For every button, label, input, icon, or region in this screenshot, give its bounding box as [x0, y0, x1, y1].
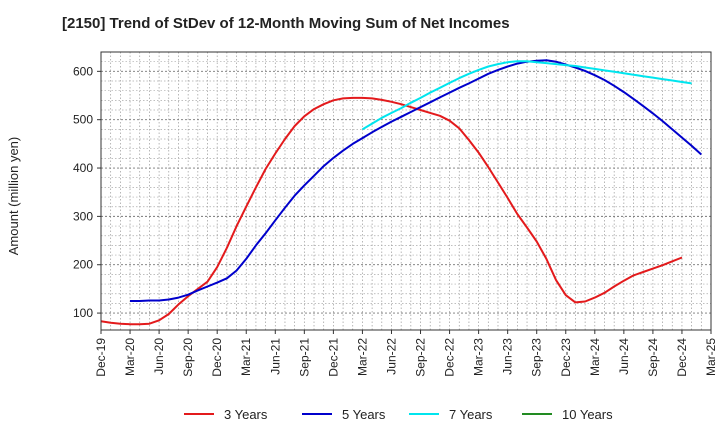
- x-tick-label: Jun-22: [384, 338, 398, 375]
- legend-label: 7 Years: [449, 407, 493, 422]
- y-axis: 100 200 300 400 500 600: [73, 64, 101, 320]
- y-tick-label: 100: [73, 306, 93, 320]
- x-tick-label: Dec-23: [559, 338, 573, 377]
- x-tick-label: Mar-24: [588, 338, 602, 376]
- x-tick-label: Sep-21: [297, 338, 311, 377]
- x-tick-label: Sep-20: [181, 338, 195, 377]
- x-tick-label: Dec-21: [326, 338, 340, 377]
- plot-background: [101, 52, 711, 330]
- x-tick-label: Dec-24: [675, 338, 689, 377]
- x-tick-label: Jun-20: [152, 338, 166, 375]
- x-tick-label: Jun-21: [268, 338, 282, 375]
- legend: 3 Years 5 Years 7 Years 10 Years: [184, 407, 613, 422]
- plot-frame: [100, 51, 712, 331]
- grid-lines: [100, 51, 712, 330]
- x-tick-label: Jun-23: [501, 338, 515, 375]
- x-tick-label: Mar-22: [355, 338, 369, 376]
- x-tick-label: Mar-23: [472, 338, 486, 376]
- series-line-2: [130, 59, 702, 302]
- chart-title: [2150] Trend of StDev of 12-Month Moving…: [62, 15, 510, 32]
- y-axis-title: Amount (million yen): [6, 137, 21, 256]
- legend-label: 5 Years: [342, 407, 386, 422]
- x-tick-label: Jun-24: [617, 338, 631, 375]
- y-tick-label: 200: [73, 258, 93, 272]
- plot-area: [101, 52, 711, 330]
- y-tick-label: 300: [73, 209, 93, 223]
- x-tick-label: Mar-25: [704, 338, 718, 376]
- x-tick-label: Dec-20: [210, 338, 224, 377]
- series-line-3: [361, 60, 692, 131]
- x-tick-label: Mar-21: [239, 338, 253, 376]
- y-tick-label: 600: [73, 64, 93, 78]
- x-axis: Dec-19 Mar-20 Jun-20 Sep-20 Dec-20 Mar-21 Jun-…: [94, 330, 718, 377]
- x-tick-label: Mar-20: [123, 338, 137, 376]
- series-layer: [100, 59, 702, 326]
- y-tick-label: 500: [73, 113, 93, 127]
- x-tick-label: Dec-22: [443, 338, 457, 377]
- legend-label: 10 Years: [562, 407, 613, 422]
- legend-label: 3 Years: [224, 407, 268, 422]
- series-line-1: [100, 96, 683, 326]
- x-tick-label: Sep-24: [646, 338, 660, 377]
- x-tick-label: Dec-19: [94, 338, 108, 377]
- y-tick-label: 400: [73, 161, 93, 175]
- x-tick-label: Sep-22: [414, 338, 428, 377]
- x-tick-label: Sep-23: [530, 338, 544, 377]
